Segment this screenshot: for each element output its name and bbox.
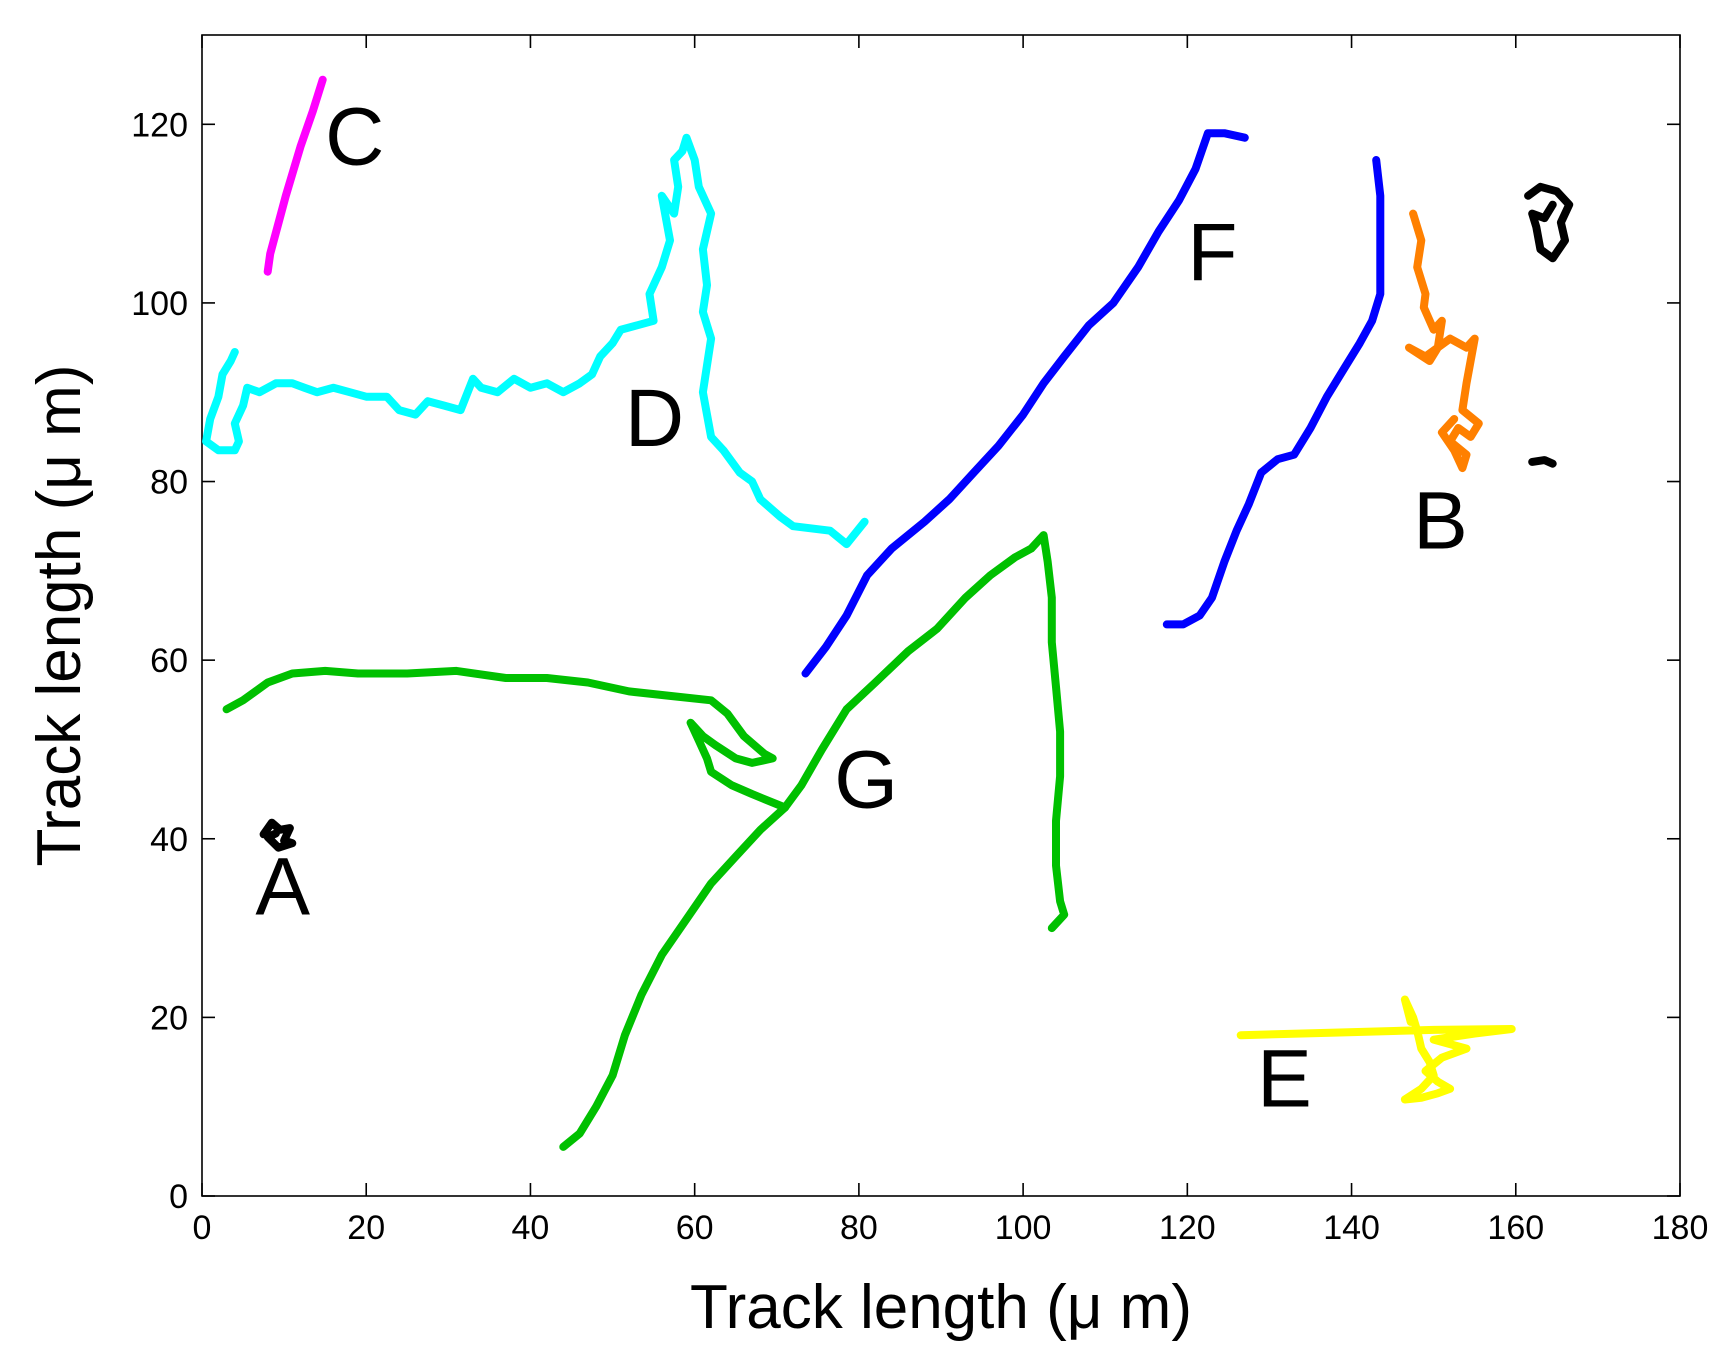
y-tick-label: 20	[150, 999, 188, 1037]
y-tick-label: 0	[169, 1178, 188, 1216]
x-tick-label: 60	[676, 1209, 714, 1247]
x-tick-label: 120	[1159, 1209, 1216, 1247]
track-unlabeled-line	[1528, 456, 1557, 468]
x-tick-label: 160	[1487, 1209, 1544, 1247]
plot-area-border	[201, 34, 1681, 1197]
x-tick-label: 180	[1652, 1209, 1709, 1247]
track-c-label: C	[325, 91, 384, 182]
y-tick-label: 120	[131, 106, 188, 144]
tracks	[202, 75, 1574, 1151]
track-c-line	[263, 75, 327, 276]
track-d-line	[202, 133, 869, 549]
x-tick-label: 40	[512, 1209, 550, 1247]
track-g-label: G	[834, 735, 898, 826]
y-tick-label: 100	[131, 285, 188, 323]
track-g-line	[559, 803, 789, 1151]
track-f-line	[801, 129, 1249, 678]
track-b-label: B	[1413, 476, 1468, 567]
y-tick-label: 80	[150, 464, 188, 502]
x-tick-label: 100	[995, 1209, 1052, 1247]
y-axis-label: Track length (μ m)	[25, 365, 94, 867]
track-f-label: F	[1187, 208, 1237, 299]
y-tick-label: 40	[150, 821, 188, 859]
plot-frame	[201, 34, 1681, 1197]
track-unlabeled-line	[1524, 182, 1574, 263]
x-tick-label: 140	[1323, 1209, 1380, 1247]
axis-ticks: 0 20 40 60 80 100 120 140 160 180 0 20 40 60 80 100 120	[131, 35, 1708, 1247]
track-labels: A B C D E F G	[255, 91, 1467, 1124]
x-tick-label: 0	[193, 1209, 212, 1247]
track-e-label: E	[1257, 1034, 1312, 1125]
track-d-label: D	[625, 373, 684, 464]
track-a-line	[259, 818, 297, 852]
y-tick-label: 60	[150, 642, 188, 680]
track-a-label: A	[255, 842, 310, 933]
x-axis-label: Track length (μ m)	[690, 1273, 1192, 1342]
track-g-line	[222, 531, 1069, 933]
track-f-line	[1162, 156, 1385, 629]
track-e-line	[1236, 995, 1516, 1104]
track-b-line	[1405, 209, 1483, 473]
x-tick-label: 20	[347, 1209, 385, 1247]
x-tick-label: 80	[840, 1209, 878, 1247]
